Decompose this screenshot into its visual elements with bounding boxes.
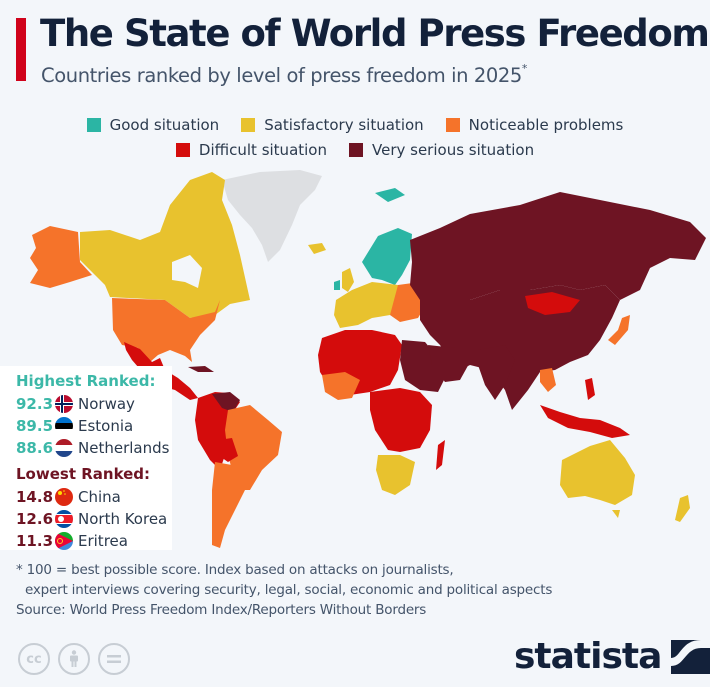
china-flag-icon xyxy=(55,488,73,506)
legend-item-very-serious: Very serious situation xyxy=(349,141,534,159)
region-uk xyxy=(342,268,354,292)
norway-flag-icon xyxy=(55,395,73,413)
attribution-icon[interactable] xyxy=(58,643,90,675)
legend-item-difficult: Difficult situation xyxy=(175,141,327,159)
region-bolivia xyxy=(218,438,238,462)
region-ireland xyxy=(334,280,340,290)
region-scandinavia xyxy=(362,228,412,285)
rank-row: 88.6 Netherlands xyxy=(16,439,170,457)
region-tasmania xyxy=(612,510,620,518)
legend-swatch-satisfactory xyxy=(241,118,256,132)
world-map xyxy=(30,170,706,548)
region-west-africa xyxy=(322,372,360,400)
region-central-africa xyxy=(370,388,432,452)
netherlands-flag-icon xyxy=(55,439,73,457)
region-india xyxy=(478,345,515,400)
lowest-ranked-heading: Lowest Ranked: xyxy=(16,465,151,483)
brand-name: statista xyxy=(514,636,662,677)
region-australia xyxy=(560,440,635,505)
rank-row: 14.8 China xyxy=(16,488,121,506)
estonia-flag-icon xyxy=(55,417,73,435)
statista-logo-icon xyxy=(671,639,710,674)
region-asia-main xyxy=(420,285,620,410)
region-venezuela xyxy=(212,392,240,412)
region-canada xyxy=(80,172,250,318)
region-japan xyxy=(608,315,630,345)
license-icons: cc xyxy=(18,643,130,675)
legend: Good situation Satisfactory situation No… xyxy=(0,116,710,166)
region-western-europe xyxy=(334,282,400,328)
region-russia xyxy=(410,192,706,302)
highest-ranked-heading: Highest Ranked: xyxy=(16,372,156,390)
source-note: Source: World Press Freedom Index/Report… xyxy=(16,602,427,618)
region-alaska xyxy=(30,226,92,288)
ranking-panel: Highest Ranked: 92.3 Norway 89.5 Estonia… xyxy=(0,366,172,550)
page-title: The State of World Press Freedom xyxy=(40,12,710,55)
legend-swatch-very-serious xyxy=(349,143,363,157)
cc-icon[interactable]: cc xyxy=(18,643,50,675)
region-cuba xyxy=(188,366,214,372)
region-svalbard xyxy=(375,188,405,202)
region-philippines xyxy=(585,378,595,400)
eritrea-flag-icon xyxy=(55,532,73,550)
legend-swatch-good xyxy=(86,118,101,132)
region-indonesia xyxy=(540,405,630,438)
title-accent-bar xyxy=(16,18,26,81)
statista-brand[interactable]: statista xyxy=(514,636,710,677)
no-derivatives-icon[interactable] xyxy=(98,643,130,675)
north-korea-flag-icon xyxy=(55,510,73,528)
legend-item-good: Good situation xyxy=(86,116,219,134)
footnote: * 100 = best possible score. Index based… xyxy=(16,562,553,598)
region-mongolia xyxy=(525,292,580,315)
rank-row: 92.3 Norway xyxy=(16,395,135,413)
rank-row: 89.5 Estonia xyxy=(16,417,134,435)
region-brazil xyxy=(225,405,282,490)
legend-swatch-noticeable xyxy=(445,118,460,132)
rank-row: 12.6 North Korea xyxy=(16,510,168,528)
rank-row: 11.3 Eritrea xyxy=(16,532,128,550)
legend-item-satisfactory: Satisfactory situation xyxy=(241,116,424,134)
region-hudson-bay xyxy=(172,255,202,288)
legend-swatch-difficult xyxy=(175,143,190,157)
region-new-zealand xyxy=(675,495,690,522)
region-united-states xyxy=(112,298,220,362)
region-southern-africa xyxy=(376,455,415,495)
region-greenland xyxy=(222,170,322,262)
region-arabia xyxy=(428,345,470,382)
region-argentina xyxy=(212,462,245,548)
page-subtitle: Countries ranked by level of press freed… xyxy=(41,62,528,87)
region-iceland xyxy=(308,243,326,254)
region-madagascar xyxy=(436,440,445,470)
legend-item-noticeable: Noticeable problems xyxy=(445,116,623,134)
region-southeast-asia xyxy=(540,368,556,392)
